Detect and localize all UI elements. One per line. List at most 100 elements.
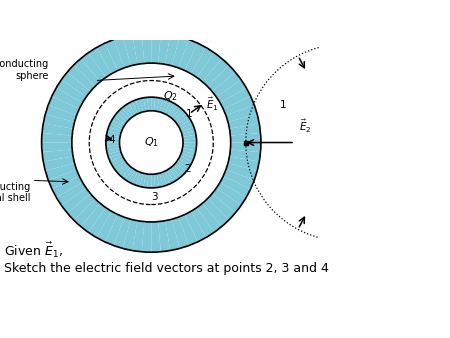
Wedge shape [185, 211, 206, 242]
Wedge shape [183, 139, 197, 143]
Wedge shape [81, 203, 106, 232]
Wedge shape [41, 143, 72, 152]
Wedge shape [157, 173, 163, 187]
Wedge shape [114, 217, 130, 248]
Wedge shape [223, 170, 254, 189]
Wedge shape [110, 120, 124, 129]
Wedge shape [177, 159, 190, 169]
Wedge shape [181, 151, 195, 158]
Wedge shape [67, 65, 95, 92]
Text: 1: 1 [280, 100, 287, 110]
Wedge shape [158, 221, 170, 252]
Wedge shape [147, 97, 151, 111]
Wedge shape [159, 172, 167, 186]
Wedge shape [167, 103, 177, 117]
Wedge shape [172, 108, 183, 120]
Wedge shape [142, 33, 151, 64]
Wedge shape [48, 170, 79, 189]
Wedge shape [48, 96, 79, 115]
Text: 3: 3 [151, 192, 157, 202]
Wedge shape [56, 80, 86, 103]
Wedge shape [88, 48, 112, 77]
Wedge shape [165, 101, 174, 115]
Wedge shape [117, 163, 129, 175]
Wedge shape [67, 194, 95, 220]
Text: 2: 2 [184, 164, 191, 174]
Wedge shape [182, 131, 196, 137]
Wedge shape [207, 194, 235, 220]
Wedge shape [43, 156, 75, 171]
Wedge shape [223, 96, 254, 115]
Wedge shape [106, 139, 120, 143]
Wedge shape [181, 127, 195, 134]
Wedge shape [122, 167, 133, 180]
Wedge shape [202, 199, 229, 226]
Wedge shape [96, 211, 118, 242]
Wedge shape [191, 48, 214, 77]
Wedge shape [45, 105, 76, 122]
Wedge shape [159, 99, 167, 113]
Wedge shape [123, 219, 137, 250]
Wedge shape [43, 114, 75, 129]
Wedge shape [151, 97, 155, 111]
Wedge shape [226, 163, 257, 180]
Wedge shape [165, 170, 174, 184]
Wedge shape [108, 153, 122, 162]
Wedge shape [178, 215, 198, 246]
Wedge shape [105, 40, 124, 71]
Text: $\vec{E}_2$: $\vec{E}_2$ [299, 118, 311, 135]
Wedge shape [112, 159, 125, 169]
Wedge shape [125, 169, 135, 182]
Wedge shape [88, 208, 112, 238]
Wedge shape [119, 165, 131, 177]
Text: $Q_1$: $Q_1$ [144, 136, 159, 149]
Wedge shape [172, 37, 189, 68]
Wedge shape [105, 215, 124, 246]
Wedge shape [158, 33, 170, 64]
Wedge shape [179, 120, 193, 129]
Wedge shape [122, 105, 133, 118]
Wedge shape [216, 80, 246, 103]
Wedge shape [197, 203, 222, 232]
Wedge shape [45, 163, 76, 180]
Wedge shape [212, 188, 241, 213]
Text: conducting
spherical shell: conducting spherical shell [0, 182, 30, 203]
Wedge shape [107, 131, 121, 137]
Wedge shape [52, 88, 82, 109]
Wedge shape [108, 127, 122, 134]
Wedge shape [176, 161, 189, 172]
Wedge shape [230, 133, 261, 143]
Wedge shape [144, 174, 149, 188]
Wedge shape [129, 170, 138, 184]
Wedge shape [106, 135, 120, 140]
Wedge shape [144, 97, 149, 111]
Wedge shape [41, 133, 72, 143]
Wedge shape [108, 123, 122, 132]
Wedge shape [165, 34, 180, 66]
Wedge shape [142, 222, 151, 252]
Wedge shape [172, 165, 183, 177]
Wedge shape [167, 169, 177, 182]
Wedge shape [179, 156, 193, 165]
Wedge shape [107, 148, 121, 154]
Wedge shape [177, 117, 190, 127]
Wedge shape [96, 43, 118, 74]
Text: $\vec{E}_1$: $\vec{E}_1$ [207, 96, 219, 113]
Wedge shape [56, 182, 86, 206]
Wedge shape [132, 100, 140, 114]
Wedge shape [183, 145, 197, 150]
Wedge shape [62, 72, 90, 97]
Wedge shape [114, 113, 127, 124]
Wedge shape [212, 72, 241, 97]
Wedge shape [228, 114, 259, 129]
Text: Sketch the electric field vectors at points 2, 3 and 4: Sketch the electric field vectors at poi… [4, 262, 328, 275]
Wedge shape [42, 123, 73, 136]
Wedge shape [197, 53, 222, 82]
Wedge shape [123, 34, 137, 66]
Text: 1: 1 [186, 109, 193, 119]
Wedge shape [182, 148, 196, 154]
Wedge shape [216, 182, 246, 206]
Wedge shape [114, 161, 127, 172]
Wedge shape [230, 123, 261, 136]
Wedge shape [174, 111, 186, 122]
